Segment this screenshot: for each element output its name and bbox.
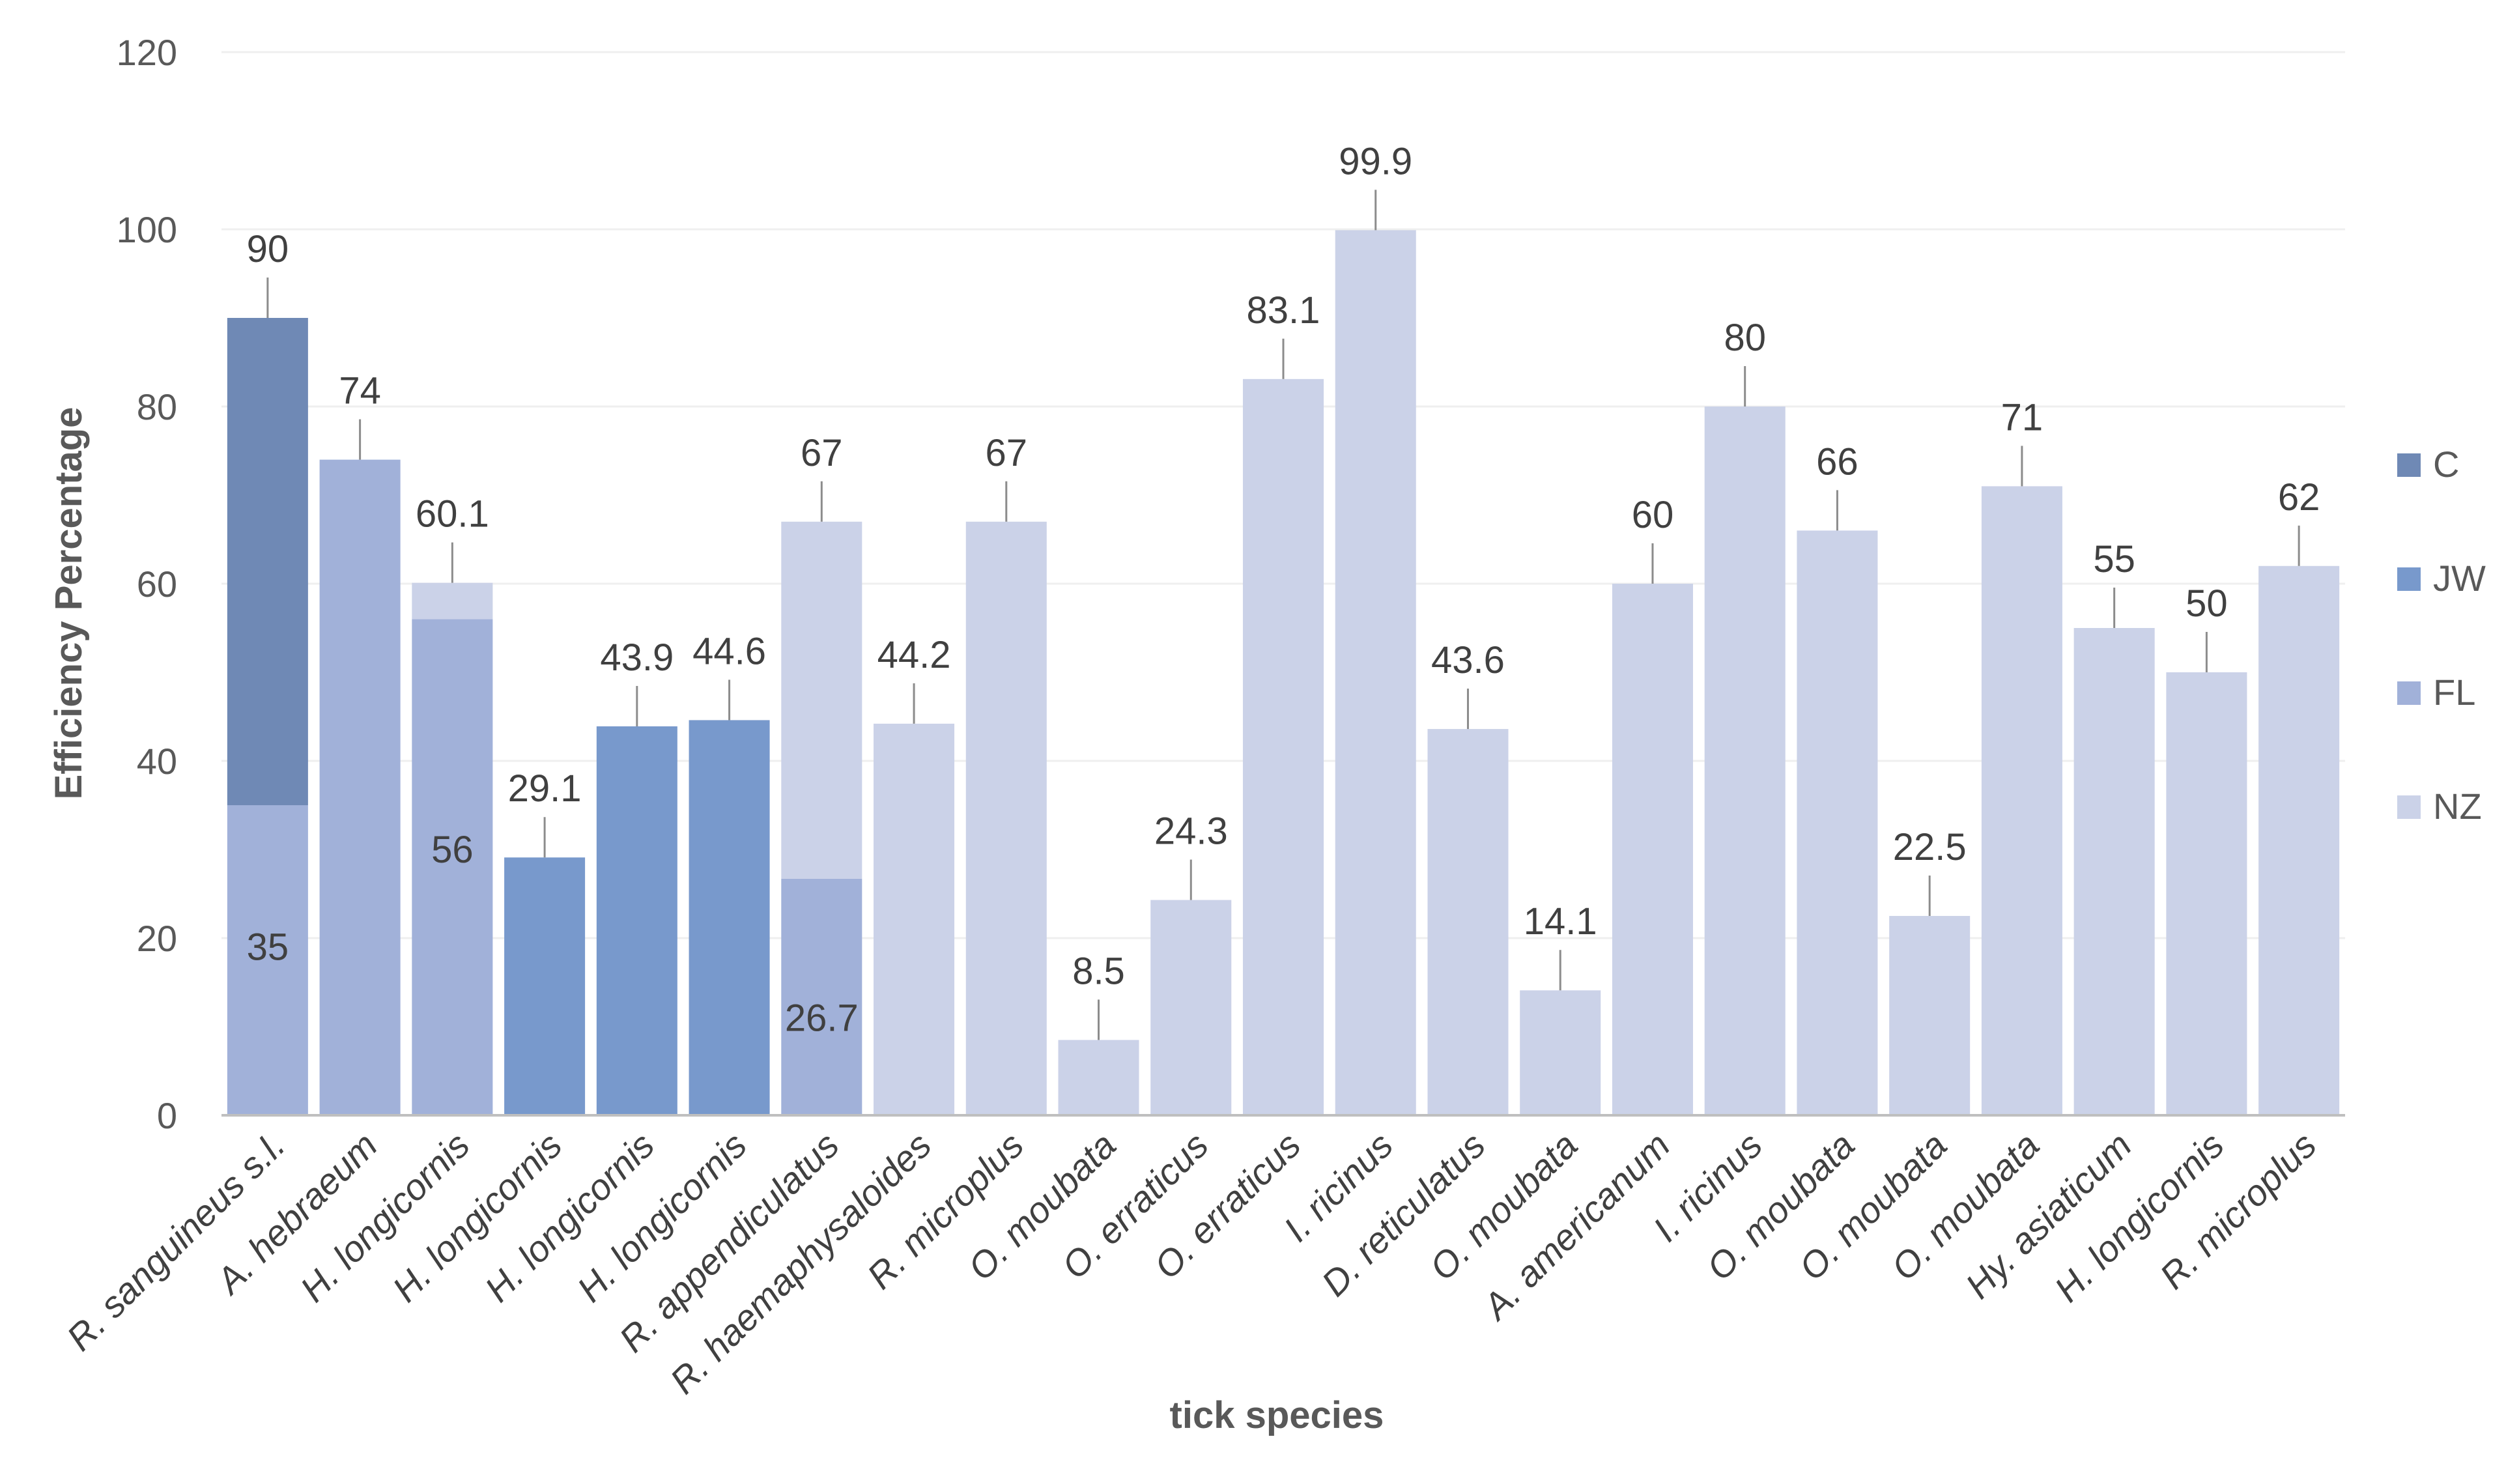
- legend-label-c: C: [2433, 444, 2459, 485]
- bar-segment-nz: [2073, 628, 2155, 1115]
- bar-segment-jw: [504, 857, 586, 1115]
- bar-segment-nz: [1520, 990, 1601, 1115]
- bar-value-label: 67: [801, 432, 843, 474]
- y-tick-label: 100: [117, 209, 177, 250]
- bar-segment-fl: [781, 878, 862, 1115]
- bar-value-label: 62: [2278, 476, 2320, 519]
- bar-segment-nz: [874, 723, 955, 1115]
- y-axis-ticks: 0 20 40 60 80 100 120: [117, 32, 177, 1136]
- bar-segment-nz: [1612, 584, 1693, 1115]
- bar-value-label: 22.5: [1893, 826, 1967, 868]
- bar-value-label: 44.2: [877, 634, 951, 676]
- x-tick-label: A. hebraeum: [207, 1124, 385, 1302]
- bar-segment-nz: [781, 521, 862, 879]
- bar-segment-nz: [1981, 486, 2062, 1115]
- bar-value-label: 43.6: [1431, 639, 1505, 681]
- bar-segment-nz: [1704, 407, 1786, 1115]
- bar-value-label: 60.1: [416, 493, 489, 535]
- y-tick-label: 80: [137, 386, 177, 427]
- bar-value-label: 71: [2001, 396, 2043, 438]
- legend-swatch-c: [2397, 453, 2421, 477]
- bar-value-label: 67: [986, 432, 1028, 474]
- bar-segment-nz: [1242, 378, 1324, 1115]
- bar-value-label: 44.6: [692, 630, 766, 672]
- bar-value-label: 83.1: [1247, 289, 1320, 332]
- bar-segment-jw: [689, 720, 770, 1115]
- bar-segment-nz: [965, 521, 1047, 1115]
- bar-segment-nz: [1427, 729, 1509, 1115]
- legend-label-fl: FL: [2433, 672, 2475, 713]
- bars: [227, 230, 2340, 1115]
- legend: C JW FL NZ: [2397, 444, 2486, 827]
- legend-label-nz: NZ: [2433, 786, 2482, 827]
- bar-segment-nz: [2166, 672, 2247, 1115]
- data-labels: 35 90 74 56 60.1 29.1 43.9 44.6 26.7 67 44.2 67 8.5 2…: [247, 140, 2320, 1039]
- bar-value-label: 66: [1816, 440, 1858, 483]
- bar-value-label: 74: [339, 370, 381, 412]
- bar-segment-jw: [596, 726, 677, 1115]
- y-tick-label: 120: [117, 32, 177, 73]
- bar-segment-fl: [227, 805, 308, 1115]
- legend-swatch-nz: [2397, 795, 2421, 819]
- bar-value-label: 99.9: [1339, 140, 1412, 182]
- segment-value-label: 35: [247, 926, 289, 969]
- legend-label-jw: JW: [2433, 558, 2486, 599]
- bar-value-label: 60: [1632, 494, 1674, 536]
- bar-segment-nz: [1058, 1040, 1139, 1115]
- bar-segment-nz: [1335, 230, 1416, 1115]
- legend-swatch-jw: [2397, 567, 2421, 591]
- bar-value-label: 50: [2186, 582, 2228, 625]
- bar-value-label: 43.9: [600, 636, 674, 679]
- x-axis-title: tick species: [1170, 1394, 1384, 1436]
- y-tick-label: 40: [137, 741, 177, 782]
- bar-segment-nz: [1797, 530, 1878, 1115]
- bar-segment-c: [227, 318, 308, 805]
- bar-segment-nz: [1150, 900, 1232, 1115]
- bar-segment-fl: [412, 619, 493, 1115]
- bar-value-label: 55: [2093, 538, 2135, 580]
- bar-value-label: 29.1: [508, 767, 582, 810]
- y-tick-label: 60: [137, 564, 177, 605]
- y-axis-title: Efficiency Percentage: [48, 407, 90, 800]
- segment-value-label: 26.7: [785, 997, 859, 1039]
- bar-segment-fl: [319, 459, 401, 1115]
- bar-segment-nz: [2258, 565, 2340, 1115]
- bar-value-label: 80: [1724, 317, 1766, 359]
- segment-value-label: 56: [431, 829, 474, 871]
- bar-segment-nz: [1889, 916, 1971, 1115]
- error-bars: [266, 190, 2300, 1040]
- bar-value-label: 14.1: [1524, 900, 1597, 943]
- bar-segment-nz: [412, 582, 493, 620]
- legend-swatch-fl: [2397, 681, 2421, 705]
- y-tick-label: 0: [157, 1095, 177, 1136]
- bar-value-label: 8.5: [1072, 950, 1125, 992]
- y-tick-label: 20: [137, 918, 177, 959]
- bar-value-label: 90: [247, 228, 289, 270]
- bar-value-label: 24.3: [1154, 810, 1228, 853]
